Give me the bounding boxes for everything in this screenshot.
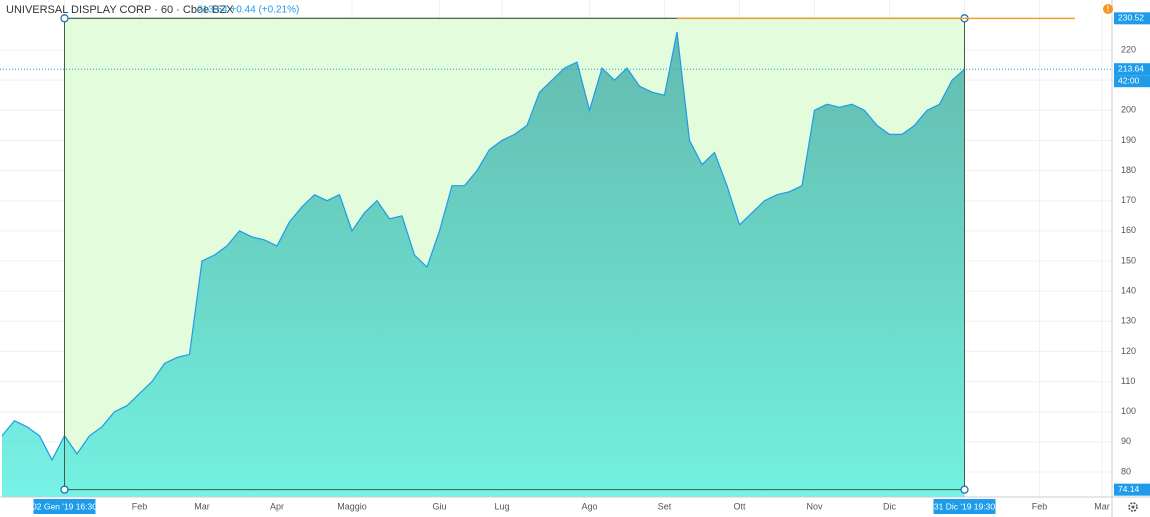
y-tick-label: 160 [1121,225,1136,235]
y-tick-label: 150 [1121,255,1136,265]
y-tick-label: 130 [1121,316,1136,326]
y-tick-label: 220 [1121,44,1136,54]
x-tick-label: Nov [806,501,823,511]
y-tick-label: 180 [1121,165,1136,175]
last-price-label-box [1114,63,1150,76]
x-tick-label: Ago [581,501,597,511]
y-tick-label: 190 [1121,135,1136,145]
y-tick-label: 200 [1121,105,1136,115]
chart-title: UNIVERSAL DISPLAY CORP · 60 · Cboe BZX [6,4,234,16]
price-change: 213.64 +0.44 (+0.21%) [197,5,299,16]
x-range-label: 31 Dic '19 19:30 [934,501,995,511]
y-tick-label: 170 [1121,195,1136,205]
price-area [2,31,965,498]
y-tick-label: 90 [1121,436,1131,446]
settings-icon[interactable] [1128,502,1138,512]
y-tick-label: 120 [1121,346,1136,356]
price-line [1,31,965,462]
y-tick-label: 140 [1121,286,1136,296]
plot [0,14,1112,498]
range-high-label: 230.52 [1118,13,1144,23]
x-tick-label: Maggio [337,501,367,511]
alert-icon[interactable] [1103,4,1113,14]
x-range-label: 02 Gen '19 16:30 [32,501,97,511]
x-range-label-box [33,499,96,514]
range-handle [960,485,969,494]
range-low-label-box [1114,483,1150,496]
x-range-label-box [933,499,996,514]
range-high-label-box [1114,12,1150,25]
y-tick-label: 110 [1121,376,1135,386]
x-tick-label: Mar [1094,501,1110,511]
x-tick-label: Set [658,501,672,511]
x-tick-label: Lug [494,501,509,511]
date-range-outline [64,17,965,491]
overlay: 8090100110120130140150160170180190200210… [32,12,1150,514]
x-tick-label: Feb [132,501,148,511]
x-tick-label: Dic [883,501,896,511]
x-tick-label: Feb [1032,501,1048,511]
y-tick-label: 100 [1121,406,1136,416]
countdown-label: 42:00 [1118,75,1140,85]
x-tick-label: Apr [270,501,284,511]
y-tick-label: 80 [1121,466,1131,476]
range-handle [60,485,69,494]
x-tick-label: Mar [194,501,210,511]
x-tick-label: Giu [432,501,446,511]
range-handle [60,14,69,23]
countdown-label-box [1114,75,1150,88]
alert-icon-mark: ! [1107,5,1110,14]
last-price-label: 213.64 [1118,63,1144,73]
range-low-label: 74.14 [1118,484,1140,494]
x-tick-label: Ott [733,501,746,511]
